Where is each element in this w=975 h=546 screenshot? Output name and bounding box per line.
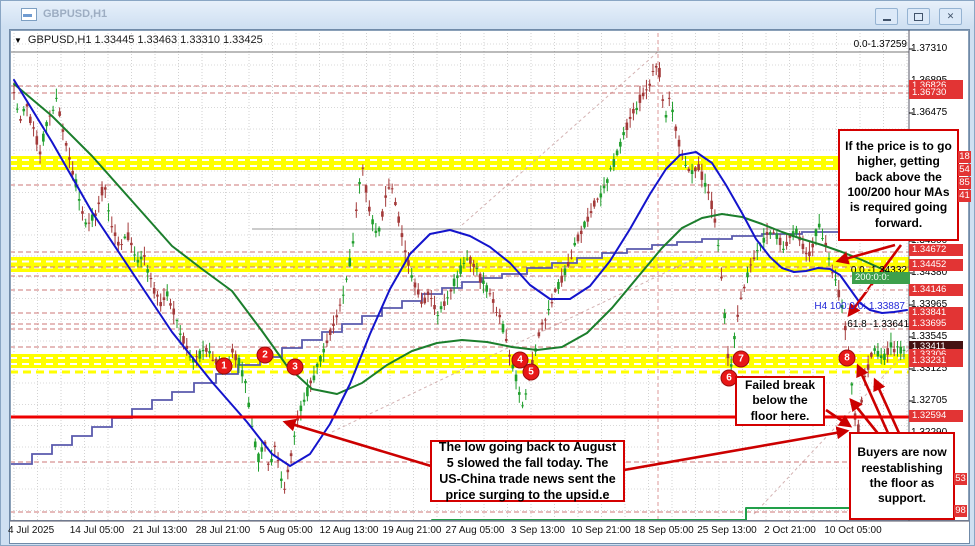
restore-button[interactable] <box>907 8 930 25</box>
price-axis-label[interactable]: 1.33125 <box>911 363 948 374</box>
time-axis-label[interactable]: 25 Sep 13:00 <box>697 525 757 536</box>
price-badge: 1.34146 <box>909 284 963 296</box>
time-axis-label[interactable]: 19 Aug 21:00 <box>382 525 442 536</box>
minimize-icon <box>882 18 891 21</box>
chart-icon <box>21 7 37 21</box>
dashed-price-levels <box>10 51 909 513</box>
price-badge: 1.33695 <box>909 318 963 330</box>
close-icon: ✕ <box>946 11 955 21</box>
numbered-marker: 1 <box>215 357 233 375</box>
time-axis-label[interactable]: 27 Aug 05:00 <box>445 525 505 536</box>
time-axis-label[interactable]: 10 Sep 21:00 <box>571 525 631 536</box>
fib-level-label: 0.0 -1.34332 <box>850 265 907 276</box>
time-axis-label[interactable]: 21 Jul 13:00 <box>132 525 188 536</box>
price-badge-clipped: 85 <box>958 177 971 189</box>
time-axis-label[interactable]: 12 Aug 13:00 <box>319 525 379 536</box>
ma-200-badge: 200:0:0: 1.34227 <box>852 272 910 295</box>
price-axis-label[interactable]: 1.36475 <box>911 107 948 118</box>
annotation-ma-note: If the price is to go higher, getting ba… <box>838 129 959 241</box>
plot-area[interactable] <box>10 33 909 521</box>
annotation-buyers: Buyers are now reestablishing the floor … <box>849 432 955 520</box>
window-title: GBPUSD,H1 <box>43 8 108 20</box>
price-badge-clipped: 54 <box>958 164 971 176</box>
price-badge: 1.33841 <box>909 307 963 319</box>
ma-100-hour-line <box>13 79 908 467</box>
annotation-arrows <box>282 243 903 472</box>
window-titlebar[interactable]: GBPUSD,H1 ✕ <box>1 1 974 27</box>
price-badge-clipped: 18 <box>958 151 971 163</box>
step-ladder-indicator <box>10 229 909 465</box>
price-badge: 1.34672 <box>909 244 963 256</box>
price-badge: 1.32594 <box>909 410 963 422</box>
price-axis-label[interactable]: 1.34380 <box>911 267 948 278</box>
time-axis-label[interactable]: 14 Jul 05:00 <box>69 525 125 536</box>
trendlines <box>331 33 909 521</box>
ohlc-readout[interactable]: ▼ GBPUSD,H1 1.33445 1.33463 1.33310 1.334… <box>14 34 263 46</box>
price-badge-clipped: 41 <box>958 190 971 202</box>
price-axis-label[interactable]: 1.33965 <box>911 299 948 310</box>
annotation-failed-break: Failed break below the floor here. <box>735 376 825 426</box>
gridlines <box>10 33 909 521</box>
price-badge: 1.33231 <box>909 355 963 367</box>
numbered-marker: 8 <box>838 349 856 367</box>
time-axis-label[interactable]: 5 Aug 05:00 <box>259 525 313 536</box>
numbered-marker: 4 <box>511 351 529 369</box>
time-axis-label[interactable]: 2 Oct 21:00 <box>764 525 816 536</box>
numbered-marker: 2 <box>256 346 274 364</box>
price-badge-clipped: 98 <box>954 505 967 517</box>
time-axis-label[interactable]: 10 Oct 05:00 <box>824 525 882 536</box>
time-axis-label[interactable]: 28 Jul 21:00 <box>195 525 251 536</box>
annotation-august-low: The low going back to August 5 slowed th… <box>430 440 625 502</box>
price-axis-label[interactable]: 1.32705 <box>911 395 948 406</box>
close-button[interactable]: ✕ <box>939 8 962 25</box>
price-badge-clipped: 53 <box>954 473 967 485</box>
symbol-dropdown-icon[interactable]: ▼ <box>14 36 22 45</box>
numbered-marker: 5 <box>522 363 540 381</box>
time-axis-label[interactable]: 18 Sep 05:00 <box>634 525 694 536</box>
ohlc-text: GBPUSD,H1 1.33445 1.33463 1.33310 1.3342… <box>27 34 263 46</box>
fib-level-label: H4 100:0:0: 1.33887 <box>814 301 905 312</box>
numbered-marker: 7 <box>732 350 750 368</box>
chart-panel: ▼ GBPUSD,H1 1.33445 1.33463 1.33310 1.334… <box>8 29 971 544</box>
fib-level-label: 0.0-1.37259 <box>853 39 907 50</box>
minimize-button[interactable] <box>875 8 898 25</box>
restore-icon <box>914 12 923 21</box>
time-axis-label[interactable]: 3 Sep 13:00 <box>511 525 565 536</box>
fib-level-label: 61.8 -1.33641 <box>847 319 909 330</box>
ma-200-hour-line <box>13 83 908 395</box>
price-badge: 1.34452 <box>909 259 963 271</box>
numbered-marker: 3 <box>286 358 304 376</box>
price-axis-label[interactable]: 1.37310 <box>911 43 948 54</box>
price-badge: 1.36730 <box>909 87 963 99</box>
time-axis-label[interactable]: 4 Jul 2025 <box>8 525 55 536</box>
price-axis-label[interactable]: 1.33545 <box>911 331 948 342</box>
